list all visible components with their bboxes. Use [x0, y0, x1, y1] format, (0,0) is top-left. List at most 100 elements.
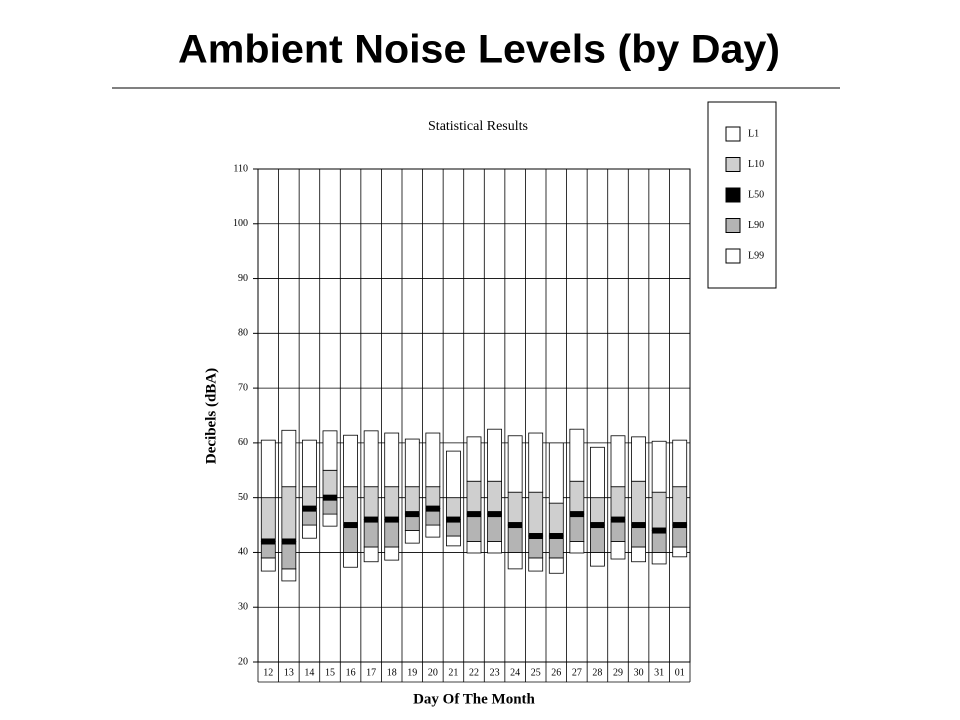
x-tick-label: 01	[675, 667, 685, 678]
y-tick-label: 50	[238, 492, 248, 503]
bar-segment	[548, 502, 564, 537]
bar-segment	[610, 541, 626, 560]
median-band	[549, 533, 564, 540]
bar-segment	[425, 486, 441, 510]
bar-segment	[507, 524, 523, 553]
bar-segment	[548, 442, 564, 504]
y-tick-label: 20	[238, 656, 248, 667]
y-tick-label: 80	[238, 328, 248, 339]
x-axis-label: Day Of The Month	[413, 691, 535, 707]
bar-segment	[404, 438, 420, 488]
legend-label: L90	[748, 220, 764, 231]
y-tick-label: 100	[233, 218, 248, 229]
bar-segment	[384, 486, 400, 520]
bar-segment	[363, 519, 379, 548]
bar-segment	[631, 546, 646, 563]
bar-segment	[404, 530, 420, 544]
x-tick-label: 17	[366, 667, 376, 678]
x-tick-label: 31	[654, 667, 664, 678]
median-band	[487, 511, 502, 518]
median-band	[672, 522, 687, 529]
x-tick-label: 26	[551, 667, 561, 678]
bar-segment	[569, 428, 585, 482]
x-tick-label: 22	[469, 667, 479, 678]
bar-segment	[487, 541, 502, 554]
x-tick-label: 16	[346, 667, 356, 678]
legend-box	[707, 101, 777, 289]
bar-segment	[590, 446, 605, 499]
bar-segment	[302, 439, 317, 488]
bar-segment	[590, 552, 605, 567]
bar-segment	[446, 497, 461, 520]
x-tick-label: 21	[448, 667, 458, 678]
bar-segment	[487, 428, 502, 482]
bar-segment	[343, 524, 358, 553]
bar-segment	[487, 480, 502, 515]
y-tick-label: 90	[238, 273, 248, 284]
bar-segment	[281, 568, 297, 582]
median-band	[261, 538, 276, 545]
chart-title: Ambient Noise Levels (by Day)	[178, 28, 780, 72]
bar-segment	[528, 557, 544, 572]
bar-segment	[569, 541, 585, 554]
median-band	[569, 511, 584, 518]
plot-area	[257, 168, 691, 663]
bar-segment	[281, 429, 297, 488]
bar-segment	[672, 439, 688, 488]
x-tick-label: 15	[325, 667, 335, 678]
median-band	[467, 511, 481, 518]
x-tick-label: 19	[407, 667, 417, 678]
bar-segment	[446, 450, 461, 499]
bar-segment	[363, 430, 379, 488]
bar-segment	[528, 535, 544, 559]
bar-segment	[631, 480, 646, 526]
y-tick-label: 30	[238, 602, 248, 613]
bar-segment	[260, 439, 276, 499]
legend-swatch	[725, 157, 741, 172]
bar-segment	[631, 436, 646, 482]
median-band	[446, 516, 461, 523]
x-tick-label: 20	[428, 667, 438, 678]
bar-segment	[548, 535, 564, 559]
x-tick-label: 29	[613, 667, 623, 678]
bar-segment	[651, 491, 667, 531]
legend-label: L50	[748, 189, 764, 200]
bar-segment	[528, 491, 544, 537]
y-tick-label: 40	[238, 547, 248, 558]
median-band	[384, 516, 399, 523]
median-band	[508, 522, 523, 529]
x-tick-label: 18	[387, 667, 397, 678]
median-band	[425, 505, 440, 512]
x-tick-label: 27	[572, 667, 582, 678]
bar-segment	[343, 552, 358, 568]
y-tick-label: 60	[238, 437, 248, 448]
median-band	[364, 516, 379, 523]
legend-label: L1	[748, 128, 759, 139]
bar-segment	[343, 486, 358, 526]
x-tick-label: 14	[304, 667, 314, 678]
bar-segment	[466, 513, 482, 542]
bar-segment	[281, 541, 297, 570]
x-tick-label: 25	[531, 667, 541, 678]
legend-label: L10	[748, 159, 764, 170]
bar-segment	[569, 513, 585, 542]
bar-segment	[363, 486, 379, 520]
median-band	[590, 522, 605, 529]
bar-segment	[651, 440, 667, 493]
y-tick-label: 70	[238, 382, 248, 393]
bar-segment	[302, 486, 317, 510]
bar-segment	[466, 541, 482, 554]
bar-segment	[302, 524, 317, 539]
x-tick-label: 28	[592, 667, 602, 678]
bar-segment	[466, 480, 482, 515]
bar-segment	[322, 513, 338, 527]
median-band	[302, 505, 317, 512]
legend-swatch	[725, 126, 741, 142]
bar-segment	[590, 497, 605, 526]
bar-segment	[507, 552, 523, 570]
bar-segment	[631, 524, 646, 548]
legend-label: L99	[748, 250, 764, 261]
x-tick-label: 13	[284, 667, 294, 678]
median-band	[528, 533, 543, 540]
